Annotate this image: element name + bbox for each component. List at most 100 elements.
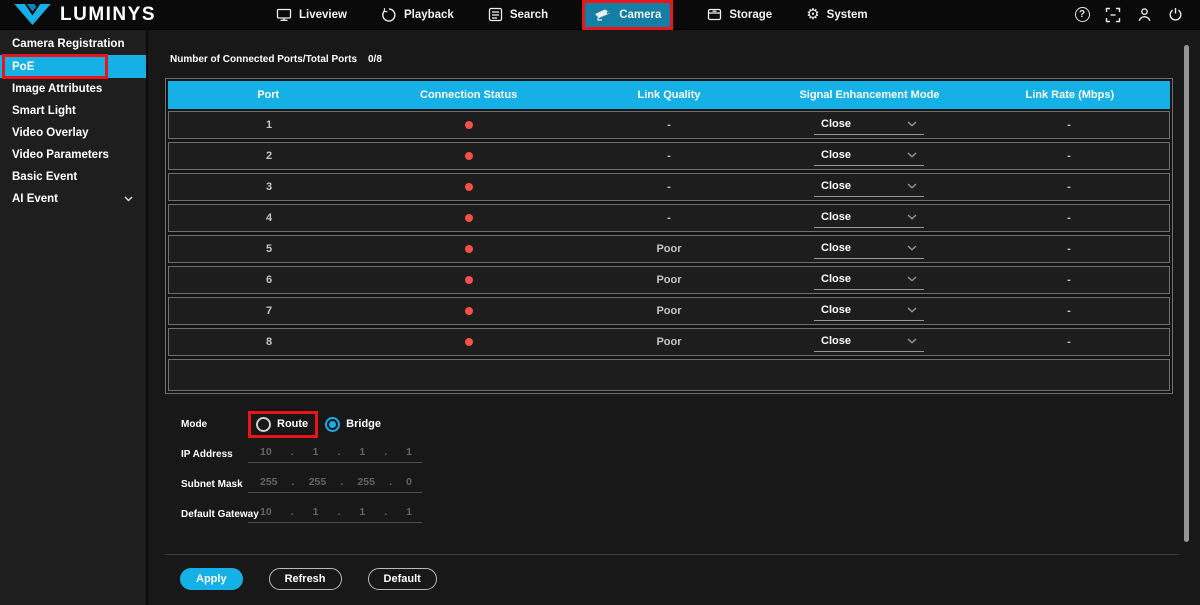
connection-status-cell [369,152,569,160]
table-row: 4 - Close [168,204,1170,232]
link-rate-cell: - [1067,212,1071,224]
playback-icon [381,7,397,23]
sidebar-item-smart-light[interactable]: Smart Light [12,105,76,117]
signal-mode-cell: Close [769,178,969,197]
status-dot-icon [465,245,473,253]
link-quality-cell: - [667,212,671,224]
apply-button[interactable]: Apply [180,568,243,590]
port-cell: 8 [265,336,273,348]
connection-status-cell [369,121,569,129]
table-row: 1 - Close [168,111,1170,139]
signal-mode-select[interactable]: Close [814,209,924,228]
chevron-down-icon [907,152,917,158]
column-header: Signal Enhancement Mode [799,89,940,101]
table-row: 2 - Close [168,142,1170,170]
signal-mode-select[interactable]: Close [814,302,924,321]
link-rate-cell: - [1067,336,1071,348]
power-icon[interactable] [1167,7,1183,23]
main-navigation: Liveview Playback Search [276,0,868,30]
signal-mode-select[interactable]: Close [814,116,924,135]
camera-icon [594,8,612,22]
refresh-button[interactable]: Refresh [268,568,342,590]
nav-tab-camera[interactable]: Camera [582,0,674,30]
brand-name: LUMINYS [60,3,156,25]
bridge-radio-label[interactable]: Bridge [346,418,382,430]
nav-tab-label: Playback [403,8,454,21]
ports-summary: Number of Connected Ports/Total Ports 0/… [170,54,1200,65]
monitor-icon [276,7,292,22]
nav-tab-search[interactable]: Search [488,0,548,30]
nav-tab-label: Search [509,8,549,21]
sidebar-item-image-attributes[interactable]: Image Attributes [12,83,103,95]
help-icon[interactable]: ? [1074,7,1090,23]
ip-address-row: IP Address 10. 1. 1. 1 [181,439,1200,469]
connection-status-cell [369,276,569,284]
status-dot-icon [465,276,473,284]
table-row: 8 Poor Close [168,328,1170,356]
sidebar-item-poe[interactable]: PoE [0,54,146,79]
mode-row: Mode Route Bridge [181,409,1200,439]
signal-mode-select[interactable]: Close [814,271,924,290]
ports-summary-label: Number of Connected Ports/Total Ports [170,54,358,65]
nav-tab-playback[interactable]: Playback [381,0,454,30]
default-button[interactable]: Default [367,568,437,590]
nav-tab-label: Storage [729,8,773,21]
signal-mode-value: Close [821,148,851,161]
link-quality-cell: - [667,150,671,162]
signal-mode-value: Close [821,179,851,192]
route-radio[interactable] [256,416,271,432]
bridge-option: Bridge [325,416,382,432]
connection-status-cell [369,183,569,191]
nav-tab-label: Liveview [299,8,347,21]
table-row: 6 Poor Close [168,266,1170,294]
port-cell: 6 [265,274,273,286]
default-gateway-row: Default Gateway 10. 1. 1. 1 [181,499,1200,529]
signal-mode-select[interactable]: Close [814,147,924,166]
signal-mode-cell: Close [769,209,969,228]
chevron-down-icon [907,338,917,344]
bridge-radio[interactable] [325,416,341,432]
chevron-down-icon [907,307,917,313]
nav-tab-label: System [826,8,868,21]
chevron-down-icon [907,121,917,127]
default-gateway-input[interactable]: 10. 1. 1. 1 [248,506,422,523]
signal-mode-select[interactable]: Close [814,333,924,352]
sidebar-item-ai-event[interactable]: AI Event [0,188,146,210]
route-radio-label[interactable]: Route [277,418,309,430]
sidebar-item-video-overlay[interactable]: Video Overlay [12,127,89,139]
column-header: Link Quality [637,89,701,101]
port-cell: 2 [265,150,273,162]
sidebar: Camera Registration PoE Image Attributes… [0,30,148,605]
nav-tab-system[interactable]: ⚙ System [806,0,867,30]
topbar-utilities: ? [1074,7,1183,23]
signal-mode-cell: Close [769,147,969,166]
signal-mode-select[interactable]: Close [814,240,924,259]
fullscreen-icon[interactable] [1105,7,1121,23]
link-quality-cell: Poor [656,274,682,286]
status-dot-icon [465,183,473,191]
nav-tab-liveview[interactable]: Liveview [276,0,347,30]
user-icon[interactable] [1136,7,1152,23]
table-row: 3 - Close [168,173,1170,201]
chevron-down-icon [907,245,917,251]
table-body: 1 - Close [168,111,1170,356]
subnet-mask-input[interactable]: 255. 255. 255. 0 [248,476,422,493]
signal-mode-select[interactable]: Close [814,178,924,197]
signal-mode-cell: Close [769,116,969,135]
route-annotation-box: Route [248,410,319,438]
sidebar-item-camera-registration[interactable]: Camera Registration [12,38,125,50]
sidebar-item-video-parameters[interactable]: Video Parameters [12,149,109,161]
link-quality-cell: Poor [656,305,682,317]
nav-tab-storage[interactable]: Storage [707,0,772,30]
ip-address-input[interactable]: 10. 1. 1. 1 [248,446,422,463]
brand-logo: LUMINYS [14,3,184,26]
link-rate-cell: - [1067,150,1071,162]
vertical-scrollbar[interactable] [1184,45,1189,542]
table-header: Port Connection Status Link Quality Signal … [168,81,1170,109]
table-row: 5 Poor Close [168,235,1170,263]
port-cell: 1 [265,119,273,131]
signal-mode-cell: Close [769,240,969,259]
signal-mode-cell: Close [769,271,969,290]
sidebar-item-basic-event[interactable]: Basic Event [12,171,78,183]
